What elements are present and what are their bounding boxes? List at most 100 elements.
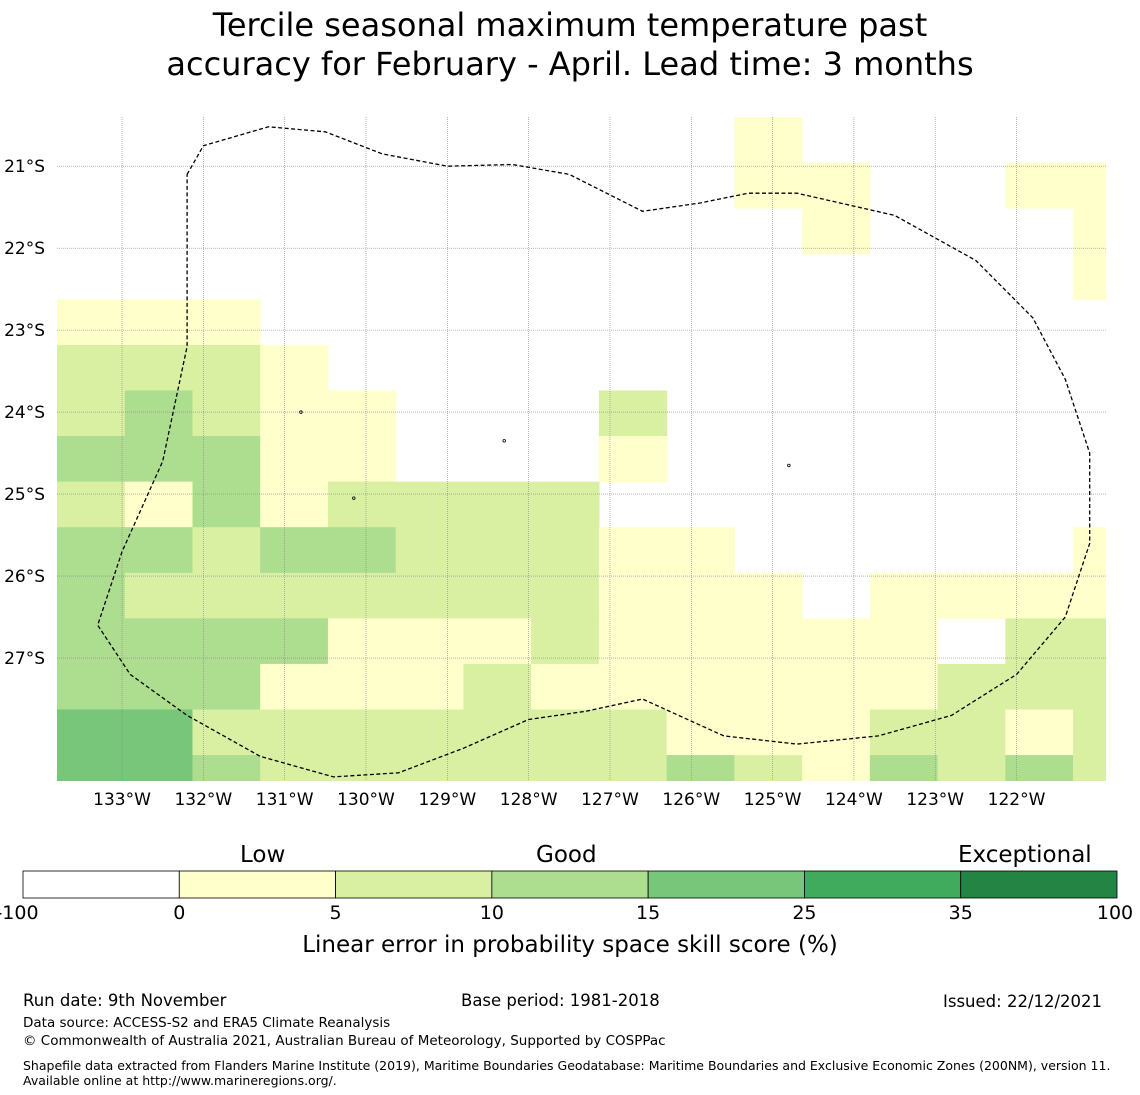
skill-cell bbox=[57, 436, 126, 483]
skill-cell bbox=[869, 755, 939, 781]
skill-cell bbox=[327, 618, 397, 665]
run-date: Run date: 9th November bbox=[23, 991, 227, 1010]
lon-tick-label: 126°W bbox=[662, 790, 720, 810]
lon-tick-label: 128°W bbox=[500, 790, 558, 810]
skill-cell bbox=[57, 390, 126, 437]
skill-cell bbox=[327, 527, 397, 574]
skill-cell bbox=[124, 481, 194, 528]
lat-tick-label: 22°S bbox=[4, 239, 45, 259]
islet-marker bbox=[502, 439, 506, 443]
colorbar-category-good: Good bbox=[536, 842, 597, 868]
skill-cell bbox=[598, 436, 668, 483]
skill-cell bbox=[463, 481, 532, 528]
colorbar-tick-label: 35 bbox=[948, 902, 973, 924]
skill-cell bbox=[395, 572, 465, 619]
skill-cell bbox=[327, 572, 397, 619]
lat-tick-label: 21°S bbox=[4, 157, 45, 177]
lat-tick-label: 23°S bbox=[4, 321, 45, 341]
colorbar-tick-label: 25 bbox=[792, 902, 817, 924]
lon-tick-label: 127°W bbox=[581, 790, 639, 810]
skill-cell bbox=[869, 709, 939, 756]
lon-tick-label: 124°W bbox=[825, 790, 883, 810]
skill-cell bbox=[57, 527, 126, 574]
colorbar-tick-label: -100 bbox=[0, 902, 39, 924]
colorbar-tick-label: 15 bbox=[636, 902, 661, 924]
skill-cell bbox=[327, 390, 397, 437]
skill-cell bbox=[57, 299, 126, 346]
skill-cell bbox=[1073, 162, 1106, 209]
skill-cell bbox=[395, 755, 465, 781]
skill-cell bbox=[666, 527, 735, 574]
skill-cell bbox=[463, 663, 532, 711]
skill-cell bbox=[260, 572, 329, 619]
skill-cell bbox=[598, 663, 668, 711]
skill-cell bbox=[192, 755, 261, 781]
skill-cell bbox=[57, 481, 126, 528]
lon-tick-label: 132°W bbox=[174, 790, 232, 810]
colorbar-bin bbox=[178, 870, 336, 899]
title-line-1: Tercile seasonal maximum temperature pas… bbox=[212, 6, 928, 44]
lat-tick-label: 25°S bbox=[4, 485, 45, 505]
skill-cell bbox=[327, 481, 397, 528]
skill-cell bbox=[1073, 709, 1106, 756]
shapefile-credit: Shapefile data extracted from Flanders M… bbox=[23, 1058, 1111, 1088]
skill-cell bbox=[124, 572, 194, 619]
skill-cell bbox=[192, 663, 261, 711]
skill-cell bbox=[531, 527, 600, 574]
islet-marker bbox=[352, 496, 356, 500]
skill-cell bbox=[463, 709, 532, 756]
skill-cell bbox=[395, 618, 465, 665]
skill-cell bbox=[734, 117, 803, 164]
lon-tick-label: 122°W bbox=[988, 790, 1046, 810]
colorbar-bin bbox=[960, 870, 1118, 899]
skill-cell bbox=[463, 572, 532, 619]
skill-cell bbox=[260, 344, 329, 392]
skill-cell bbox=[734, 618, 803, 665]
lon-tick-label: 131°W bbox=[256, 790, 314, 810]
skill-cell bbox=[124, 618, 194, 665]
skill-cell bbox=[531, 618, 600, 665]
skill-cell bbox=[531, 481, 600, 528]
lat-tick-label: 24°S bbox=[4, 403, 45, 423]
skill-cell bbox=[531, 755, 600, 781]
skill-cell bbox=[57, 572, 126, 619]
skill-cell bbox=[802, 208, 871, 255]
skill-cell bbox=[395, 663, 465, 711]
skill-cell bbox=[124, 663, 194, 711]
skill-cell bbox=[598, 618, 668, 665]
skill-cell bbox=[1005, 618, 1074, 665]
skill-cell bbox=[802, 162, 871, 209]
skill-cell bbox=[531, 572, 600, 619]
colorbar-category-low: Low bbox=[240, 842, 286, 868]
skill-cell bbox=[1005, 162, 1074, 209]
base-period: Base period: 1981-2018 bbox=[461, 991, 660, 1010]
skill-cell bbox=[57, 663, 126, 711]
colorbar bbox=[22, 870, 1118, 899]
skill-cell bbox=[1073, 527, 1106, 574]
skill-cell bbox=[57, 618, 126, 665]
colorbar-bin bbox=[647, 870, 805, 899]
skill-cell bbox=[598, 390, 668, 437]
skill-cell bbox=[869, 618, 939, 665]
skill-cell bbox=[666, 572, 735, 619]
skill-cell bbox=[260, 709, 329, 756]
issued-date: Issued: 22/12/2021 bbox=[943, 992, 1103, 1011]
lat-tick-label: 26°S bbox=[4, 567, 45, 587]
skill-cell bbox=[57, 344, 126, 392]
skill-cell bbox=[192, 299, 261, 346]
skill-cell bbox=[734, 663, 803, 711]
skill-cell bbox=[937, 572, 1006, 619]
skill-cell bbox=[1073, 253, 1106, 300]
skill-cell bbox=[802, 663, 871, 711]
skill-cell bbox=[327, 663, 397, 711]
skill-cell bbox=[802, 709, 871, 756]
colorbar-category-exceptional: Exceptional bbox=[958, 842, 1092, 868]
islet-marker bbox=[787, 463, 791, 468]
skill-cell bbox=[1073, 572, 1106, 619]
skill-cell bbox=[666, 663, 735, 711]
skill-cell bbox=[1073, 755, 1106, 781]
lon-tick-label: 125°W bbox=[744, 790, 802, 810]
colorbar-tick-label: 0 bbox=[173, 902, 186, 924]
eez-boundary-line bbox=[96, 126, 1091, 778]
skill-cell bbox=[869, 663, 939, 711]
